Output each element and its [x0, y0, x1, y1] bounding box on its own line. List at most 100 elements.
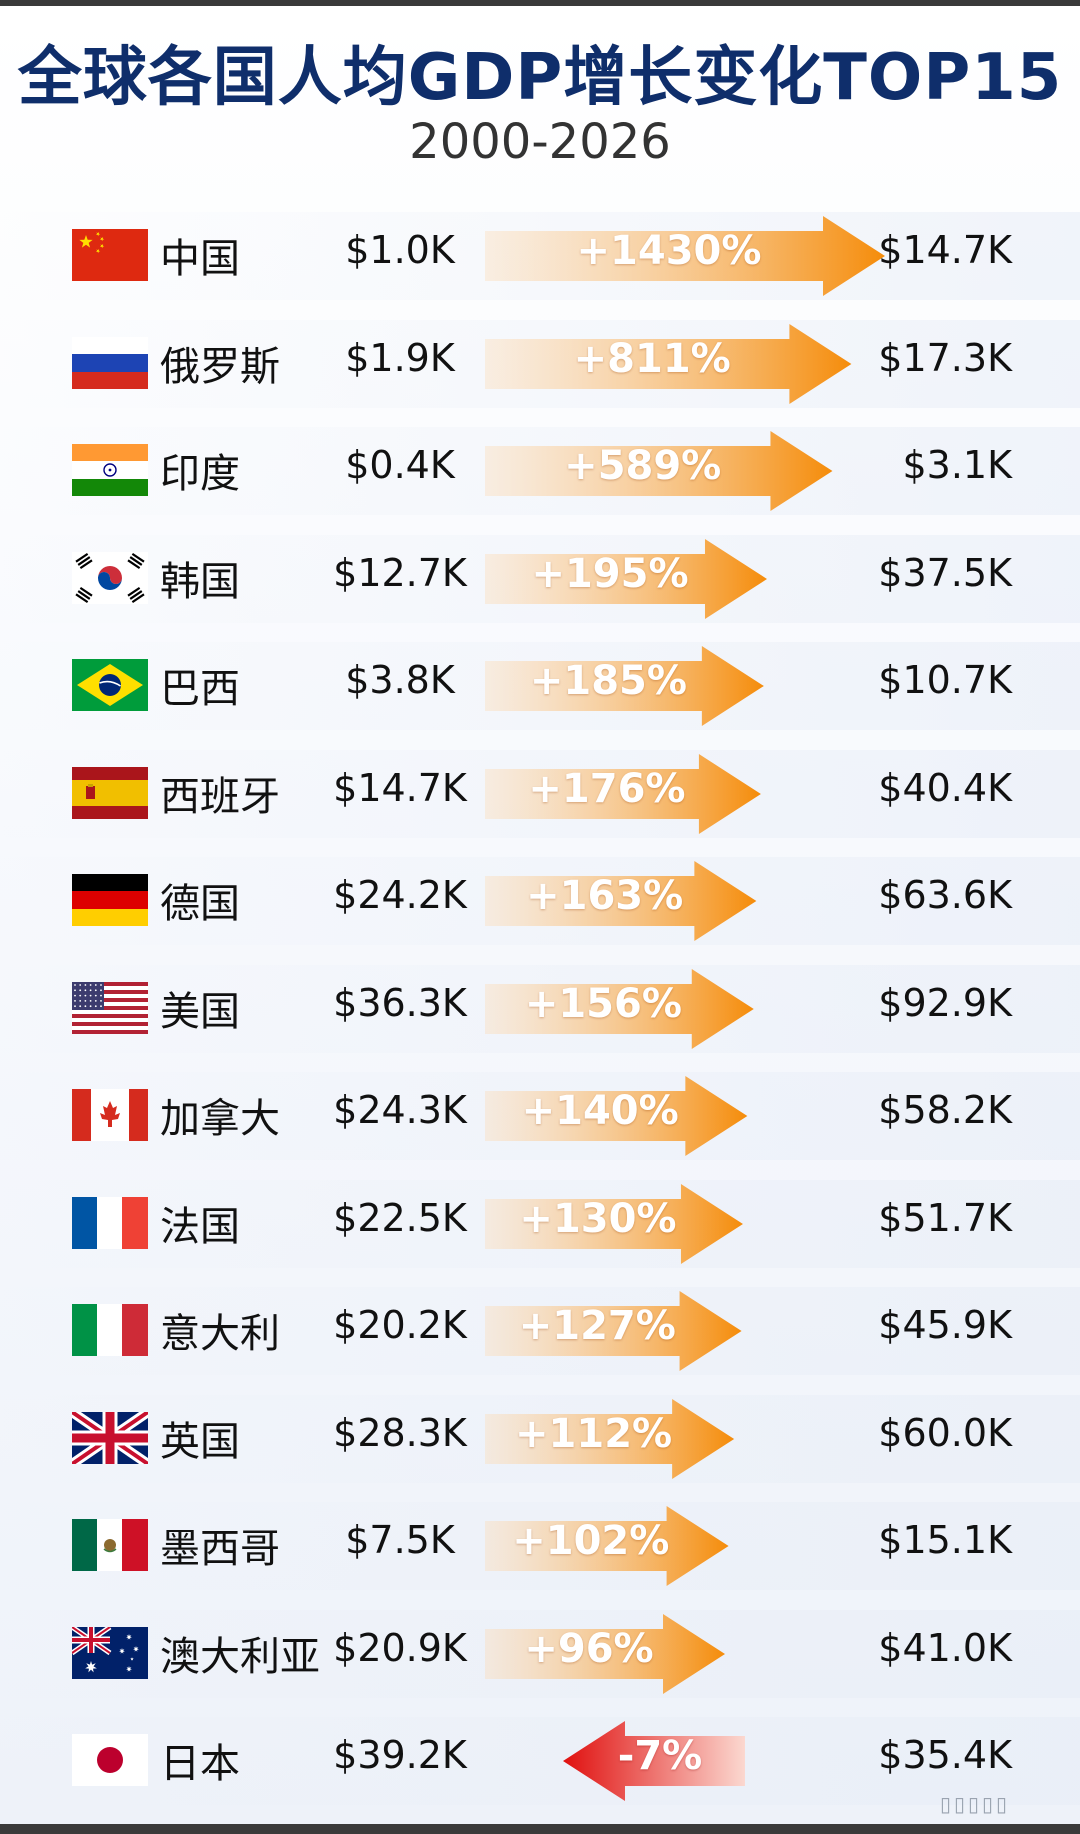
- growth-percentage: +195%: [531, 550, 689, 597]
- country-name: 俄罗斯: [160, 343, 280, 390]
- decline-arrow: [563, 1721, 745, 1801]
- growth-percentage: +811%: [573, 335, 731, 382]
- table-row: 美国 $36.3K +156% $92.9K: [0, 955, 1080, 1063]
- page-title: 全球各国人均GDP增长变化TOP15: [17, 41, 1063, 115]
- country-name: 日本: [160, 1741, 240, 1787]
- growth-percentage: +163%: [526, 873, 684, 919]
- country-name: 中国: [160, 236, 240, 282]
- value-2026: $10.7K: [878, 658, 1012, 702]
- table-row: 德国 $24.2K +163% $63.6K: [0, 847, 1080, 955]
- japan-flag-icon: [72, 1734, 148, 1786]
- table-row: 中国 $1.0K +1430% $14.7K: [0, 202, 1080, 310]
- france-flag-icon: [72, 1196, 148, 1249]
- growth-percentage: +140%: [521, 1088, 679, 1134]
- table-row: 法国 $22.5K +130% $51.7K: [0, 1170, 1080, 1278]
- growth-arrow-svg: [485, 753, 761, 834]
- value-2000: $36.3K: [333, 980, 467, 1025]
- table-row: 俄罗斯 $1.9K +811% $17.3K: [0, 310, 1080, 418]
- value-2000: $24.2K: [333, 873, 467, 917]
- value-2026: $14.7K: [878, 228, 1012, 272]
- germany-flag-icon: [72, 874, 148, 926]
- growth-arrow: [485, 968, 754, 1049]
- growth-arrow-svg: [485, 1291, 742, 1371]
- value-2026: $3.1K: [902, 443, 1012, 487]
- growth-percentage: +102%: [512, 1518, 670, 1564]
- table-row: 巴西 $3.8K +185% $10.7K: [0, 632, 1080, 740]
- value-2000: $20.2K: [333, 1303, 467, 1347]
- value-2026: $63.6K: [878, 873, 1012, 917]
- growth-arrow: [485, 646, 764, 726]
- mexico-flag-icon: [72, 1519, 148, 1571]
- value-2026: $17.3K: [878, 335, 1012, 380]
- south-korea-flag-icon: [72, 551, 148, 604]
- table-row: 意大利 $20.2K +127% $45.9K: [0, 1277, 1080, 1385]
- value-2026: $92.9K: [878, 980, 1012, 1025]
- table-row: 澳大利亚 $20.9K +96% $41.0K: [0, 1600, 1080, 1708]
- page-subtitle: 2000-2026: [409, 114, 671, 170]
- growth-arrow: [485, 323, 852, 404]
- growth-arrow: [485, 216, 885, 296]
- value-2000: $39.2K: [333, 1733, 467, 1777]
- value-2026: $37.5K: [878, 550, 1012, 595]
- growth-arrow-svg: [485, 1398, 735, 1479]
- canada-flag-icon: [72, 1089, 148, 1141]
- value-2000: $7.5K: [345, 1518, 455, 1562]
- growth-percentage: +1430%: [576, 228, 762, 274]
- china-flag-icon: [72, 229, 148, 281]
- spain-flag-icon: [72, 766, 148, 819]
- growth-arrow-svg: [485, 1506, 729, 1586]
- growth-arrow-svg: [485, 646, 764, 726]
- value-2026: $40.4K: [878, 765, 1012, 810]
- value-2000: $3.8K: [345, 658, 455, 702]
- watermark-dots: ▯▯▯▯▯: [939, 1792, 1010, 1816]
- uk-flag-icon: [72, 1411, 148, 1464]
- growth-percentage: -7%: [617, 1733, 703, 1779]
- growth-arrow-svg: [485, 968, 754, 1049]
- country-name: 墨西哥: [160, 1526, 280, 1572]
- india-flag-icon: [72, 444, 148, 496]
- value-2026: $15.1K: [878, 1518, 1012, 1562]
- growth-arrow: [485, 431, 833, 511]
- russia-flag-icon: [72, 336, 148, 389]
- growth-arrow-svg: [485, 323, 852, 404]
- country-name: 巴西: [160, 666, 240, 712]
- growth-percentage: +589%: [564, 443, 722, 489]
- table-row: 英国 $28.3K +112% $60.0K: [0, 1385, 1080, 1493]
- australia-flag-icon: [72, 1626, 148, 1679]
- growth-arrow-svg: [485, 861, 757, 941]
- value-2026: $45.9K: [878, 1303, 1012, 1347]
- value-2000: $20.9K: [333, 1625, 467, 1670]
- growth-arrow-svg: [485, 1613, 725, 1694]
- infographic-card: 全球各国人均GDP增长变化TOP15 2000-2026 中国 $1.0K +143…: [0, 6, 1080, 1824]
- country-name: 澳大利亚: [160, 1633, 320, 1680]
- growth-arrow: [485, 1506, 729, 1586]
- growth-percentage: +185%: [529, 658, 687, 704]
- country-name: 美国: [160, 988, 240, 1035]
- value-2000: $1.9K: [345, 335, 455, 380]
- usa-flag-icon: [72, 981, 148, 1034]
- growth-arrow: [485, 538, 767, 619]
- value-2000: $24.3K: [333, 1088, 467, 1132]
- row-background: [0, 1717, 1080, 1805]
- growth-arrow: [485, 861, 757, 941]
- country-name: 法国: [160, 1203, 240, 1250]
- growth-percentage: +96%: [524, 1625, 654, 1672]
- growth-arrow-svg: [563, 1721, 745, 1801]
- country-name: 韩国: [160, 558, 240, 605]
- growth-arrow-svg: [485, 431, 833, 511]
- table-row: 印度 $0.4K +589% $3.1K: [0, 417, 1080, 525]
- country-name: 意大利: [160, 1311, 280, 1357]
- value-2000: $0.4K: [345, 443, 455, 487]
- country-name: 加拿大: [160, 1096, 280, 1142]
- growth-percentage: +176%: [528, 765, 686, 812]
- value-2026: $58.2K: [878, 1088, 1012, 1132]
- value-2000: $22.5K: [333, 1195, 467, 1240]
- value-2000: $28.3K: [333, 1410, 467, 1455]
- growth-arrow: [485, 1398, 735, 1479]
- table-row: 墨西哥 $7.5K +102% $15.1K: [0, 1492, 1080, 1600]
- growth-arrow-svg: [485, 216, 885, 296]
- growth-percentage: +130%: [519, 1195, 677, 1242]
- growth-arrow-svg: [485, 1183, 743, 1264]
- value-2000: $1.0K: [345, 228, 455, 272]
- brazil-flag-icon: [72, 659, 148, 711]
